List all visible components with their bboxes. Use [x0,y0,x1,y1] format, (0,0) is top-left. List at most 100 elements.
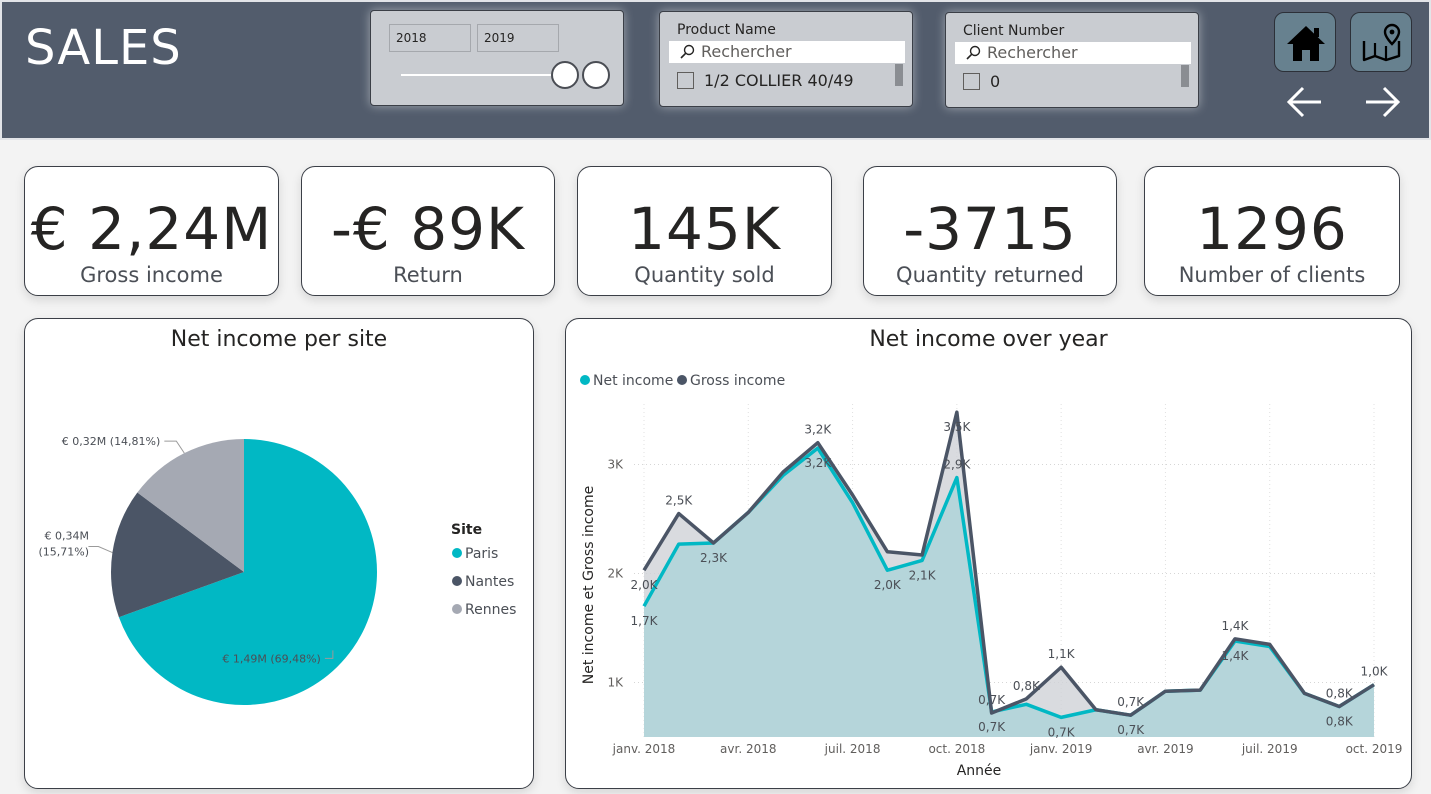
product-name-slicer: Product Name Rechercher 1/2 COLLIER 40/4… [659,11,913,107]
line-data-label: 0,8K [1326,686,1354,700]
map-button[interactable] [1350,12,1412,72]
kpi-card-gross-income[interactable]: € 2,24M Gross income [24,166,279,296]
y-tick-label: 1K [607,676,624,690]
pie-chart-title: Net income per site [170,327,388,352]
line-chart-title: Net income over year [869,327,1108,352]
x-tick-label: oct. 2018 [928,742,985,756]
x-tick-label: juil. 2018 [824,742,881,756]
year-to-input[interactable]: 2019 [477,24,559,52]
line-data-label: 2,9K [943,458,971,472]
year-from-input[interactable]: 2018 [389,24,471,52]
line-data-label: 1,0K [1361,665,1389,679]
legend-marker-paris [452,548,462,558]
line-data-label: 0,8K [1326,714,1354,728]
kpi-value: € 2,24M [30,195,273,263]
kpi-card-return[interactable]: -€ 89K Return [301,166,555,296]
header-bar: SALES 2018 2019 Product Name Rechercher … [0,0,1431,140]
x-tick-label: janv. 2019 [1029,742,1093,756]
line-data-label: 1,4K [1221,619,1249,633]
year-range-slicer[interactable]: 2018 2019 [370,10,624,106]
legend-label[interactable]: Net income [593,373,673,389]
client-search-input[interactable]: Rechercher [955,42,1191,64]
legend-marker-rennes [452,604,462,614]
y-axis-title: Net income et Gross income [581,486,597,684]
product-search-input[interactable]: Rechercher [669,41,905,63]
checkbox[interactable] [677,72,694,89]
kpi-value: -€ 89K [330,195,526,263]
line-data-label: 2,0K [631,578,659,592]
client-number-slicer: Client Number Rechercher 0 [945,12,1199,108]
line-data-label: 0,7K [1117,723,1145,737]
kpi-value: 145K [628,195,781,263]
x-tick-label: avr. 2019 [1137,742,1193,756]
net-income-area [644,448,1374,737]
line-data-label: 2,0K [874,578,902,592]
pie-data-label-rennes: € 0,32M (14,81%) [62,435,161,448]
client-list-item[interactable]: 0 [963,72,1000,91]
kpi-value: -3715 [903,195,1077,263]
line-data-label: 3,2K [804,456,832,470]
search-icon [966,45,981,60]
kpi-card-number-of-clients[interactable]: 1296 Number of clients [1144,166,1400,296]
y-tick-label: 3K [607,458,624,472]
home-icon [1287,26,1325,61]
kpi-label: Gross income [80,263,223,287]
line-data-label: 2,5K [665,494,693,508]
product-scrollbar[interactable] [895,64,903,86]
year-slider-track[interactable] [401,74,579,76]
checkbox[interactable] [963,73,980,90]
map-icon [1362,23,1401,62]
pie-slice-nantes[interactable] [111,492,245,618]
y-tick-label: 2K [607,567,624,581]
product-search-placeholder: Rechercher [701,42,792,61]
kpi-card-quantity-returned[interactable]: -3715 Quantity returned [863,166,1117,296]
x-tick-label: oct. 2019 [1346,742,1403,756]
x-axis-title: Année [957,763,1002,779]
pie-slice-paris[interactable] [118,439,378,705]
client-scrollbar[interactable] [1181,65,1189,87]
year-slider-end-handle[interactable] [582,61,610,89]
line-data-label: 0,7K [1048,725,1076,739]
arrow-left-icon[interactable] [1285,82,1325,122]
product-slicer-label: Product Name [677,22,776,38]
line-data-label: 1,7K [631,614,659,628]
legend-label-nantes[interactable]: Nantes [465,574,514,590]
line-data-label: 2,3K [700,551,728,565]
legend-label[interactable]: Gross income [690,373,785,389]
line-data-label: 1,4K [1221,649,1249,663]
kpi-value: 1296 [1196,195,1348,263]
x-tick-label: juil. 2019 [1241,742,1298,756]
year-slider-start-handle[interactable] [551,61,579,89]
page-title: SALES [25,20,182,76]
line-data-label: 0,7K [978,720,1006,734]
product-list-item[interactable]: 1/2 COLLIER 40/49 [677,71,854,90]
line-chart-panel[interactable]: 1K 2K 3K janv. 2018 avr. 2018 juil. 2018 oct. … [565,318,1412,789]
client-slicer-label: Client Number [963,23,1065,39]
line-data-label: 1,1K [1048,647,1076,661]
pie-data-label-nantes: € 0,34M (15,71%) [38,530,89,559]
pie-chart[interactable]: € 1,49M (69,48%) € 0,34M (15,71%) € 0,32M (… [25,319,534,789]
pie-leader-line [164,440,185,454]
kpi-label: Quantity sold [634,263,775,287]
legend-marker-nantes [452,576,462,586]
x-tick-label: janv. 2018 [612,742,676,756]
pie-chart-panel[interactable]: € 1,49M (69,48%) € 0,34M (15,71%) € 0,32M (… [24,318,534,789]
legend-label-rennes[interactable]: Rennes [465,602,516,618]
legend-marker [580,375,590,385]
home-button[interactable] [1274,12,1336,72]
pie-legend-title: Site [451,522,482,538]
kpi-label: Return [393,263,463,287]
line-data-label: 0,8K [1013,679,1041,693]
line-data-label: 0,7K [978,693,1006,707]
arrow-right-icon[interactable] [1362,82,1402,122]
pie-leader-line [88,546,113,554]
line-chart[interactable]: 1K 2K 3K janv. 2018 avr. 2018 juil. 2018 oct. … [566,319,1412,789]
pie-slice-rennes[interactable] [137,439,244,572]
search-icon [680,44,695,59]
kpi-card-quantity-sold[interactable]: 145K Quantity sold [577,166,832,296]
legend-label-paris[interactable]: Paris [465,546,498,562]
gross-income-line[interactable] [642,410,1375,717]
x-tick-label: avr. 2018 [720,742,776,756]
kpi-label: Number of clients [1178,263,1366,287]
client-search-placeholder: Rechercher [987,43,1078,62]
